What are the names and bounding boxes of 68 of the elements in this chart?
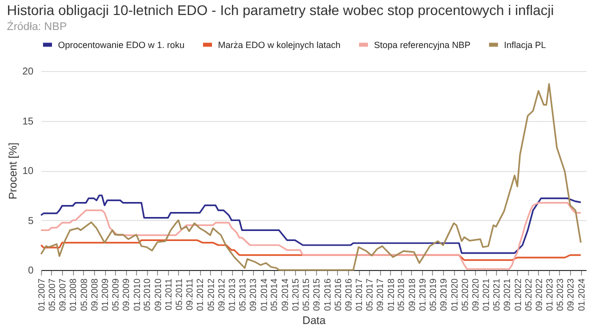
x-tick-label: 09.2018 xyxy=(406,278,417,312)
x-tick-label: 05.2022 xyxy=(523,278,534,312)
x-tick-label: 09.2019 xyxy=(438,278,449,312)
x-tick-label: 09.2009 xyxy=(121,278,132,312)
x-axis-title: Data xyxy=(302,315,326,328)
x-tick-label: 05.2008 xyxy=(78,278,89,312)
x-tick-label: 01.2021 xyxy=(481,278,492,312)
x-tick-label: 05.2011 xyxy=(174,278,184,310)
x-tick-label: 05.2014 xyxy=(269,278,280,312)
line-series xyxy=(40,194,582,254)
x-tick-label: 01.2013 xyxy=(227,278,238,312)
x-tick-label: 05.2016 xyxy=(332,278,343,312)
x-tick-label: 01.2012 xyxy=(195,278,206,312)
x-tick-label: 05.2023 xyxy=(554,278,565,312)
x-tick-label: 09.2016 xyxy=(343,278,354,312)
y-tick-label: 15 xyxy=(22,116,34,128)
line-series xyxy=(40,202,582,270)
y-axis-title: Procent [%] xyxy=(7,142,20,200)
x-tick-label: 09.2010 xyxy=(152,278,163,312)
x-tick-label: 09.2011 xyxy=(184,278,195,310)
x-tick-label: 01.2009 xyxy=(100,278,110,312)
x-tick-label: 05.2013 xyxy=(237,278,248,312)
x-tick-label: 05.2007 xyxy=(46,278,57,312)
x-tick-label: 05.2017 xyxy=(364,278,375,312)
x-tick-label: 09.2014 xyxy=(280,278,290,312)
legend-label: Stopa referencyjna NBP xyxy=(374,40,471,50)
x-tick-label: 01.2016 xyxy=(322,278,332,312)
y-tick-label: 0 xyxy=(28,266,34,276)
x-tick-label: 01.2014 xyxy=(258,278,269,312)
x-tick-label: 01.2020 xyxy=(449,278,460,312)
legend-label: Inflacja PL xyxy=(504,40,546,50)
y-tick-label: 10 xyxy=(22,166,34,177)
x-tick-label: 09.2020 xyxy=(470,278,480,312)
x-tick-label: 05.2018 xyxy=(396,278,406,312)
x-tick-label: 05.2012 xyxy=(206,278,216,312)
x-tick-label: 01.2011 xyxy=(164,278,174,310)
x-tick-label: 01.2019 xyxy=(418,278,428,312)
x-tick-label: 01.2018 xyxy=(386,278,396,312)
x-tick-label: 05.2020 xyxy=(460,278,470,312)
x-tick-label: 01.2015 xyxy=(290,278,301,312)
x-tick-label: 05.2010 xyxy=(142,278,152,312)
x-tick-label: 09.2015 xyxy=(312,278,322,312)
x-tick-label: 09.2022 xyxy=(534,278,544,312)
legend-label: Marża EDO w kolejnych latach xyxy=(218,40,341,50)
x-tick-label: 01.2010 xyxy=(132,278,142,312)
x-tick-label: 01.2017 xyxy=(354,278,364,312)
x-tick-label: 09.2007 xyxy=(58,278,68,312)
x-tick-label: 09.2023 xyxy=(566,278,576,312)
x-tick-label: 09.2008 xyxy=(89,278,100,312)
x-tick-label: 05.2015 xyxy=(300,278,311,312)
x-tick-label: 01.2007 xyxy=(36,278,46,312)
x-tick-label: 09.2013 xyxy=(248,278,258,312)
x-tick-label: 01.2022 xyxy=(512,278,523,312)
x-tick-label: 05.2021 xyxy=(492,278,502,312)
x-tick-label: 01.2024 xyxy=(576,278,586,312)
x-tick-label: 09.2012 xyxy=(216,278,226,312)
x-tick-label: 05.2009 xyxy=(110,278,120,312)
chart-subtitle: Źródła: NBP xyxy=(6,20,67,33)
line-series xyxy=(40,83,582,271)
x-tick-label: 09.2017 xyxy=(375,278,386,312)
legend-label: Oprocentowanie EDO w 1. roku xyxy=(58,40,185,50)
x-tick-label: 09.2021 xyxy=(502,278,512,312)
x-tick-label: 05.2019 xyxy=(428,278,438,312)
chart-title: Historia obligacji 10-letnich EDO - Ich parametry stałe wobec stop procentowych i inflacji xyxy=(6,2,554,18)
x-tick-label: 01.2008 xyxy=(68,278,78,312)
x-tick-label: 01.2023 xyxy=(544,278,555,312)
y-tick-label: 20 xyxy=(22,66,34,78)
y-tick-label: 5 xyxy=(28,216,34,227)
